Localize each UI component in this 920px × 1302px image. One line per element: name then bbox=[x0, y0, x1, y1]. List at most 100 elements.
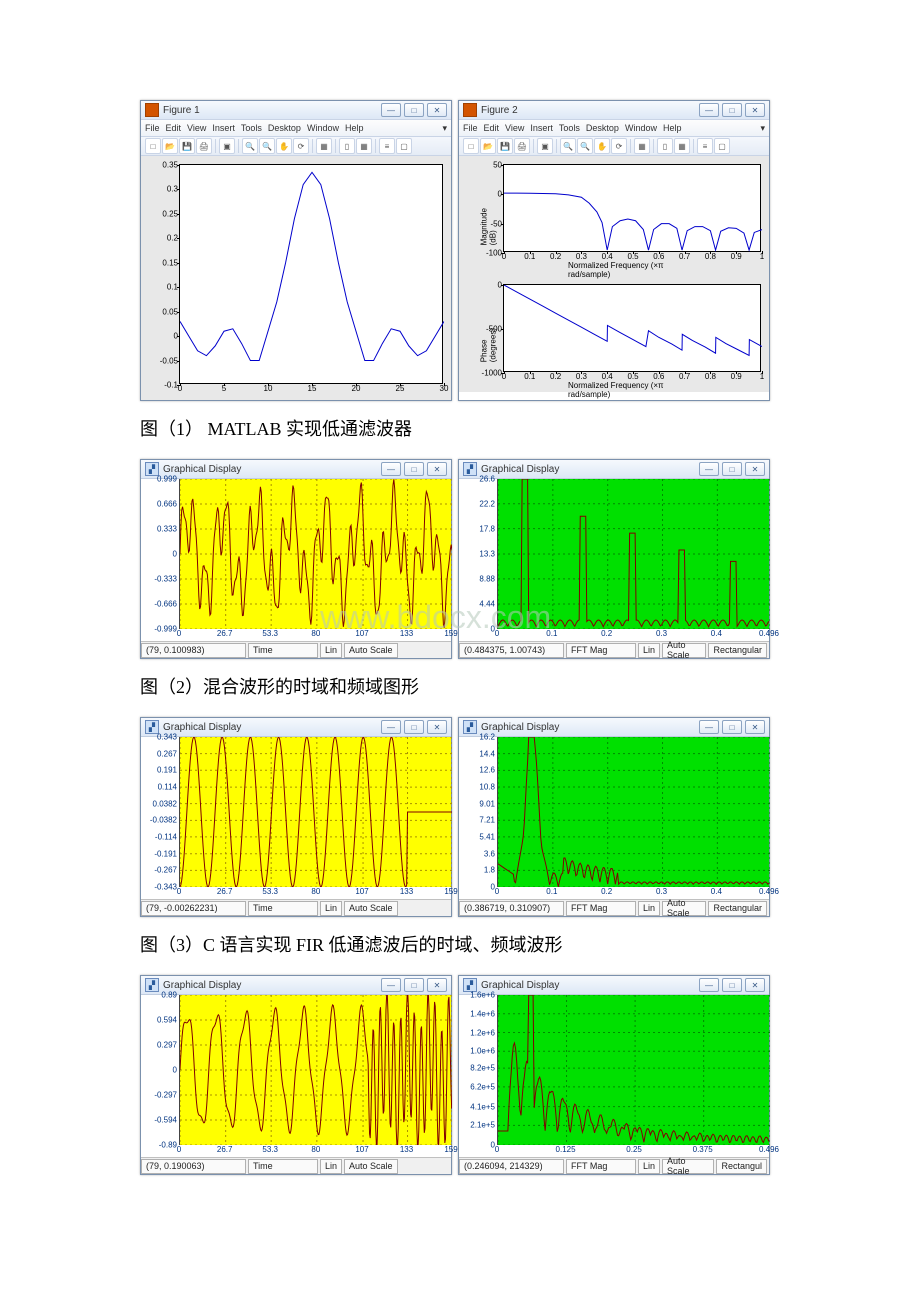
matlab-logo-icon bbox=[463, 103, 477, 117]
minimize-button[interactable]: — bbox=[699, 103, 719, 117]
maximize-button[interactable]: □ bbox=[404, 720, 424, 734]
toolbar-icon[interactable]: 💾 bbox=[179, 138, 195, 154]
status-cell: (0.386719, 0.310907) bbox=[459, 901, 564, 916]
ytick-label: -0.191 bbox=[154, 849, 177, 858]
gd-titlebar[interactable]: ▞Graphical Display—□✕ bbox=[459, 718, 769, 737]
fig2-title: Figure 2 bbox=[481, 105, 699, 116]
toolbar-icon[interactable]: 💾 bbox=[497, 138, 513, 154]
ytick-label: 1.4e+6 bbox=[470, 1009, 495, 1018]
maximize-button[interactable]: □ bbox=[722, 720, 742, 734]
toolbar-icon[interactable]: 🔍 bbox=[259, 138, 275, 154]
menu-view[interactable]: View bbox=[505, 123, 524, 133]
close-button[interactable]: ✕ bbox=[427, 978, 447, 992]
toolbar-icon[interactable]: ▯ bbox=[657, 138, 673, 154]
status-cell: Lin bbox=[638, 901, 660, 916]
fig2-toolbar[interactable]: □📂💾🖨▣🔍🔍✋⟳▦▯▦≡▢ bbox=[459, 137, 769, 156]
close-button[interactable]: ✕ bbox=[745, 103, 765, 117]
menu-file[interactable]: File bbox=[145, 123, 160, 133]
xtick-label: 26.7 bbox=[217, 887, 233, 896]
toolbar-icon[interactable]: ▦ bbox=[634, 138, 650, 154]
menu-file[interactable]: File bbox=[463, 123, 478, 133]
toolbar-icon[interactable]: 🖨 bbox=[196, 138, 212, 154]
minimize-button[interactable]: — bbox=[699, 462, 719, 476]
fig1-menubar[interactable]: File Edit View Insert Tools Desktop Wind… bbox=[141, 120, 451, 137]
menu-tools[interactable]: Tools bbox=[559, 123, 580, 133]
toolbar-icon[interactable]: 📂 bbox=[162, 138, 178, 154]
toolbar-icon[interactable]: ✋ bbox=[594, 138, 610, 154]
menu-chevron-icon[interactable]: ▾ bbox=[760, 123, 765, 134]
menu-insert[interactable]: Insert bbox=[530, 123, 553, 133]
minimize-button[interactable]: — bbox=[381, 720, 401, 734]
toolbar-icon[interactable]: 🔍 bbox=[560, 138, 576, 154]
menu-desktop[interactable]: Desktop bbox=[586, 123, 619, 133]
fig2-menubar[interactable]: File Edit View Insert Tools Desktop Wind… bbox=[459, 120, 769, 137]
maximize-button[interactable]: □ bbox=[722, 103, 742, 117]
ytick-label: 14.4 bbox=[479, 749, 495, 758]
toolbar-icon[interactable]: ▢ bbox=[714, 138, 730, 154]
toolbar-icon[interactable]: ▣ bbox=[537, 138, 553, 154]
toolbar-icon[interactable]: ✋ bbox=[276, 138, 292, 154]
toolbar-icon[interactable]: □ bbox=[463, 138, 479, 154]
close-button[interactable]: ✕ bbox=[745, 978, 765, 992]
close-button[interactable]: ✕ bbox=[427, 103, 447, 117]
toolbar-icon[interactable]: ▦ bbox=[674, 138, 690, 154]
maximize-button[interactable]: □ bbox=[404, 978, 424, 992]
menu-chevron-icon[interactable]: ▾ bbox=[442, 123, 447, 134]
gd-plotarea: -0.343-0.267-0.191-0.114-0.03820.03820.1… bbox=[141, 737, 451, 887]
toolbar-icon[interactable]: 🔍 bbox=[242, 138, 258, 154]
menu-desktop[interactable]: Desktop bbox=[268, 123, 301, 133]
close-button[interactable]: ✕ bbox=[745, 462, 765, 476]
toolbar-icon[interactable]: ▣ bbox=[219, 138, 235, 154]
gd-titlebar[interactable]: ▞Graphical Display—□✕ bbox=[141, 718, 451, 737]
menu-help[interactable]: Help bbox=[663, 123, 682, 133]
maximize-button[interactable]: □ bbox=[722, 978, 742, 992]
menu-window[interactable]: Window bbox=[625, 123, 657, 133]
menu-help[interactable]: Help bbox=[345, 123, 364, 133]
xtick-label: 0.4 bbox=[711, 629, 722, 638]
xtick-label: 80 bbox=[311, 887, 320, 896]
minimize-button[interactable]: — bbox=[381, 103, 401, 117]
maximize-button[interactable]: □ bbox=[404, 103, 424, 117]
menu-tools[interactable]: Tools bbox=[241, 123, 262, 133]
toolbar-icon[interactable]: ▦ bbox=[356, 138, 372, 154]
xlabel: Normalized Frequency (×π rad/sample) bbox=[568, 261, 696, 279]
menu-edit[interactable]: Edit bbox=[166, 123, 182, 133]
toolbar-icon[interactable]: ⟳ bbox=[293, 138, 309, 154]
toolbar-icon[interactable]: ⟳ bbox=[611, 138, 627, 154]
gd-titlebar[interactable]: ▞Graphical Display—□✕ bbox=[459, 976, 769, 995]
xtick-label: 0.1 bbox=[546, 629, 557, 638]
toolbar-icon[interactable]: ≡ bbox=[379, 138, 395, 154]
gd-titlebar[interactable]: ▞Graphical Display—□✕ bbox=[459, 460, 769, 479]
ytick-label: 1.0e+6 bbox=[470, 1047, 495, 1056]
gd-titlebar[interactable]: ▞Graphical Display—□✕ bbox=[141, 976, 451, 995]
close-button[interactable]: ✕ bbox=[427, 462, 447, 476]
fig2-titlebar[interactable]: Figure 2 — □ ✕ bbox=[459, 101, 769, 120]
fig1-toolbar[interactable]: □📂💾🖨▣🔍🔍✋⟳▦▯▦≡▢ bbox=[141, 137, 451, 156]
minimize-button[interactable]: — bbox=[699, 978, 719, 992]
gd-titlebar[interactable]: ▞Graphical Display—□✕ bbox=[141, 460, 451, 479]
toolbar-icon[interactable]: 🖨 bbox=[514, 138, 530, 154]
toolbar-icon[interactable]: 🔍 bbox=[577, 138, 593, 154]
toolbar-icon[interactable]: ▢ bbox=[396, 138, 412, 154]
menu-edit[interactable]: Edit bbox=[484, 123, 500, 133]
ytick-label: 1.6e+6 bbox=[470, 991, 495, 1000]
maximize-button[interactable]: □ bbox=[404, 462, 424, 476]
close-button[interactable]: ✕ bbox=[427, 720, 447, 734]
toolbar-icon[interactable]: □ bbox=[145, 138, 161, 154]
fig1-titlebar[interactable]: Figure 1 — □ ✕ bbox=[141, 101, 451, 120]
maximize-button[interactable]: □ bbox=[722, 462, 742, 476]
minimize-button[interactable]: — bbox=[381, 978, 401, 992]
menu-insert[interactable]: Insert bbox=[212, 123, 235, 133]
toolbar-icon[interactable]: ▦ bbox=[316, 138, 332, 154]
gd-ylabels: -0.89-0.594-0.29700.2970.5940.89 bbox=[141, 995, 179, 1145]
toolbar-icon[interactable]: 📂 bbox=[480, 138, 496, 154]
menu-window[interactable]: Window bbox=[307, 123, 339, 133]
menu-view[interactable]: View bbox=[187, 123, 206, 133]
ytick-label: -0.999 bbox=[154, 625, 177, 634]
minimize-button[interactable]: — bbox=[699, 720, 719, 734]
close-button[interactable]: ✕ bbox=[745, 720, 765, 734]
toolbar-icon[interactable]: ≡ bbox=[697, 138, 713, 154]
minimize-button[interactable]: — bbox=[381, 462, 401, 476]
toolbar-icon[interactable]: ▯ bbox=[339, 138, 355, 154]
xtick-label: 0.1 bbox=[546, 887, 557, 896]
